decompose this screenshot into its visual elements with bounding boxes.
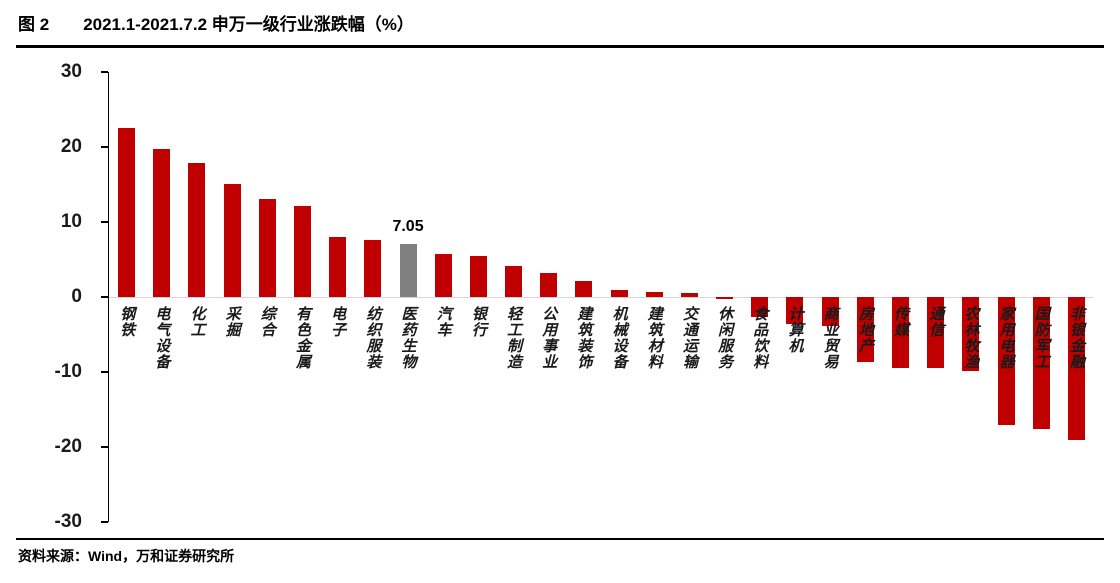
x-category-label: 医药生物 — [399, 306, 416, 370]
bar-有色金属 — [293, 206, 311, 297]
x-category-label: 家用电器 — [997, 306, 1014, 370]
y-tick-mark — [101, 221, 108, 223]
y-tick-mark — [101, 296, 108, 298]
x-category-label: 综合 — [258, 306, 275, 338]
x-category-label: 有色金属 — [293, 306, 310, 370]
bar-电子 — [329, 237, 347, 297]
zero-baseline — [109, 297, 1093, 298]
bar-休闲服务 — [716, 297, 734, 300]
plot-area: 钢铁 电气设备 化工 采掘 综合 有色金属 电子 纺织服装 医药生物 汽车 银行 轻工制造 公用事业 建筑… — [101, 71, 1093, 523]
x-category-label: 化工 — [188, 306, 205, 338]
bar-化工 — [188, 162, 206, 297]
bar-非银金融 — [1067, 297, 1085, 440]
x-category-label: 电气设备 — [153, 306, 170, 370]
bar-机械设备 — [610, 290, 628, 297]
x-category-label: 钢铁 — [118, 306, 135, 338]
x-category-label: 建筑装饰 — [575, 306, 592, 370]
x-category-label: 纺织服装 — [364, 306, 381, 370]
bar-建筑材料 — [645, 291, 663, 297]
x-category-label: 交通运输 — [680, 306, 697, 370]
x-category-label: 电子 — [329, 306, 346, 338]
y-tick-mark — [101, 146, 108, 148]
bar-银行 — [469, 255, 487, 297]
y-tick-label: 10 — [60, 211, 82, 232]
x-category-label: 食品饮料 — [751, 306, 768, 370]
x-category-label: 公用事业 — [540, 306, 557, 370]
figure-number: 图 2 — [18, 15, 50, 34]
bar-家用电器 — [997, 297, 1015, 426]
bar-公用事业 — [540, 273, 558, 297]
x-category-label: 传媒 — [892, 306, 909, 338]
x-category-label: 农林牧渔 — [962, 306, 979, 370]
y-tick-label: -10 — [54, 361, 82, 382]
y-tick-mark — [101, 71, 108, 73]
y-tick-label: 20 — [60, 136, 82, 157]
x-category-label: 商业贸易 — [821, 306, 838, 370]
header-divider — [16, 45, 1104, 48]
x-category-label: 国防军工 — [1032, 306, 1049, 370]
y-tick-mark — [101, 521, 108, 523]
x-category-label: 计算机 — [786, 306, 803, 354]
bar-传媒 — [892, 297, 910, 368]
bar-轻工制造 — [505, 265, 523, 297]
x-category-label: 休闲服务 — [716, 306, 733, 370]
bar-汽车 — [434, 254, 452, 297]
source-note: 资料来源：Wind，万和证券研究所 — [18, 547, 235, 564]
bar-采掘 — [223, 183, 241, 297]
bar-通信 — [927, 297, 945, 368]
bar-交通运输 — [680, 292, 698, 297]
bar-纺织服装 — [364, 240, 382, 297]
y-tick-label: 0 — [71, 286, 82, 307]
y-tick-label: -20 — [54, 436, 82, 457]
bar-食品饮料 — [751, 297, 769, 317]
bar-钢铁 — [118, 128, 136, 297]
figure-header: 图 2 2021.1-2021.7.2 申万一级行业涨跌幅（%） — [0, 0, 1120, 41]
bar-商业贸易 — [821, 297, 839, 327]
y-tick-mark — [101, 446, 108, 448]
bar-综合 — [258, 198, 276, 297]
x-category-label: 房地产 — [856, 306, 873, 354]
y-axis: 30 20 10 0 -10 -20 -30 — [0, 61, 96, 532]
data-label-highlight: 7.05 — [392, 218, 424, 236]
x-category-label: 非银金融 — [1067, 306, 1084, 370]
x-category-label: 轻工制造 — [505, 306, 522, 370]
x-category-label: 银行 — [469, 306, 486, 338]
bar-农林牧渔 — [962, 297, 980, 372]
bar-计算机 — [786, 297, 804, 324]
bar-电气设备 — [153, 149, 171, 297]
bar-国防军工 — [1032, 297, 1050, 429]
y-tick-mark — [101, 371, 108, 373]
bar-建筑装饰 — [575, 281, 593, 297]
footer-divider — [16, 538, 1104, 540]
x-category-label: 建筑材料 — [645, 306, 662, 370]
bar-房地产 — [856, 297, 874, 362]
x-category-label: 采掘 — [223, 306, 240, 338]
bar-chart: 30 20 10 0 -10 -20 -30 钢铁 电气设备 化工 采掘 综合 有色金属 电子 纺织服装 医… — [0, 54, 1120, 536]
x-category-label: 机械设备 — [610, 306, 627, 370]
x-category-label: 通信 — [927, 306, 944, 338]
y-tick-label: -30 — [54, 511, 82, 532]
x-category-label: 汽车 — [434, 306, 451, 338]
y-tick-label: 30 — [60, 61, 82, 82]
bar-医药生物 — [399, 244, 417, 297]
figure-title: 2021.1-2021.7.2 申万一级行业涨跌幅（%） — [83, 15, 414, 34]
